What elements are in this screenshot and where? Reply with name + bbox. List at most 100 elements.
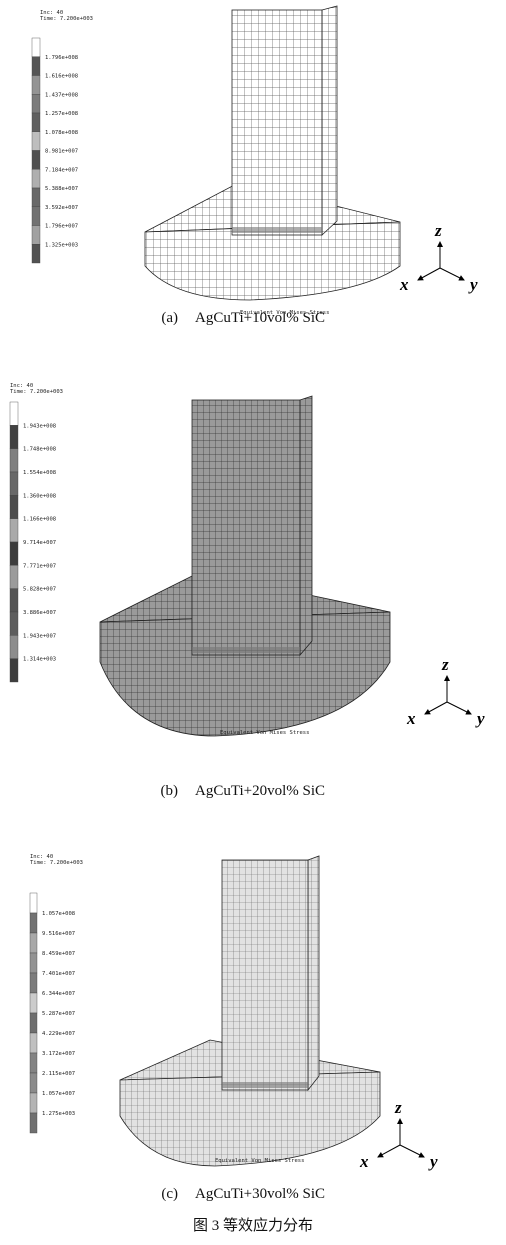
legend-band [32,38,40,57]
legend-band [30,953,37,973]
legend-band [32,57,40,76]
legend-label: 1.314e+003 [23,657,56,663]
legend-band [32,132,40,151]
legend-band [10,519,18,542]
legend-label: 1.554e+008 [23,470,56,476]
legend-band [10,495,18,518]
slab-side [308,856,319,1090]
legend-label: 9.516e+007 [42,931,75,937]
caption-label: (c) [161,1186,178,1202]
legend-label: 1.325e+003 [45,242,78,248]
axis-z-label: z [434,221,442,240]
legend-label: 1.796e+007 [45,224,78,230]
time-label: Time: 7.200e+003 [10,389,63,395]
legend-label: 1.057e+007 [42,1091,75,1097]
legend-band [30,1113,37,1133]
legend-label: 5.828e+007 [23,587,56,593]
legend-label: 1.943e+008 [23,423,56,429]
legend-label: 7.771e+007 [23,563,56,569]
legend-label: 1.943e+007 [23,633,56,639]
caption: AgCuTi+30vol% SiC [195,1186,325,1202]
axis-x [418,268,440,280]
axis-y [447,702,471,714]
time-label: Time: 7.200e+003 [40,16,93,22]
legend-band [10,589,18,612]
legend-label: 1.616e+008 [45,74,78,80]
legend-label: 1.257e+008 [45,111,78,117]
axis-y [440,268,464,280]
slab-front [222,860,308,1090]
legend-band [10,542,18,565]
legend-band [32,113,40,132]
figure: 图 3 等效应力分布 Inc: 40Time: 7.200e+0031.796e… [0,0,506,1245]
legend-band [32,76,40,95]
legend-band [30,1013,37,1033]
interface-band [192,647,300,653]
axis-x-label: x [399,275,409,294]
time-label: Time: 7.200e+003 [30,860,83,866]
legend-band [32,244,40,263]
legend-label: 5.287e+007 [42,1011,75,1017]
legend-band [30,913,37,933]
result-label: Equivalent Von Mises Stress [215,1158,304,1164]
legend-band [10,612,18,635]
caption-label: (a) [161,310,178,326]
legend-label: 3.592e+007 [45,205,78,211]
legend-label: 1.078e+008 [45,130,78,136]
slab-front [192,400,300,655]
legend-label: 1.057e+008 [42,911,75,917]
legend-label: 2.115e+007 [42,1071,75,1077]
result-label: Equivalent Von Mises Stress [220,730,309,736]
legend-band [10,472,18,495]
legend-band [30,973,37,993]
axis-x [378,1145,400,1157]
legend-band [10,659,18,682]
legend-band [10,449,18,472]
axis-x [425,702,447,714]
axis-z-label: z [441,655,449,674]
legend-label: 4.229e+007 [42,1031,75,1037]
legend-label: 9.714e+007 [23,540,56,546]
legend-label: 7.401e+007 [42,971,75,977]
legend-band [30,1033,37,1053]
legend-label: 7.184e+007 [45,167,78,173]
axis-y [400,1145,424,1157]
legend-band [32,151,40,170]
axis-z-label: z [394,1098,402,1117]
figure-caption: 图 3 等效应力分布 [193,1216,313,1234]
legend-label: 1.796e+008 [45,55,78,61]
legend-label: 1.437e+008 [45,92,78,98]
legend-band [30,1093,37,1113]
axis-y-label: y [428,1152,438,1171]
legend-label: 1.166e+008 [23,517,56,523]
legend-label: 8.459e+007 [42,951,75,957]
legend-label: 1.360e+008 [23,493,56,499]
axis-x-label: x [359,1152,369,1171]
legend-label: 6.344e+007 [42,991,75,997]
legend-label: 5.388e+007 [45,186,78,192]
legend-band [32,226,40,245]
legend-band [30,893,37,913]
legend-band [32,169,40,188]
interface-band [232,227,322,233]
slab-side [300,396,312,655]
axis-x-label: x [406,709,416,728]
slab-front [232,10,322,235]
legend-band [10,635,18,658]
caption-label: (b) [161,783,179,799]
interface-band [222,1082,308,1088]
legend-label: 1.748e+008 [23,447,56,453]
slab-side [322,6,337,235]
legend-label: 3.886e+007 [23,610,56,616]
legend-band [30,993,37,1013]
legend-label: 1.275e+003 [42,1111,75,1117]
legend-band [32,207,40,226]
caption: AgCuTi+20vol% SiC [195,783,325,799]
legend-band [30,933,37,953]
legend-band [10,425,18,448]
axis-y-label: y [475,709,485,728]
legend-band [32,94,40,113]
legend-band [10,402,18,425]
caption: AgCuTi+10vol% SiC [195,310,325,326]
legend-band [10,565,18,588]
